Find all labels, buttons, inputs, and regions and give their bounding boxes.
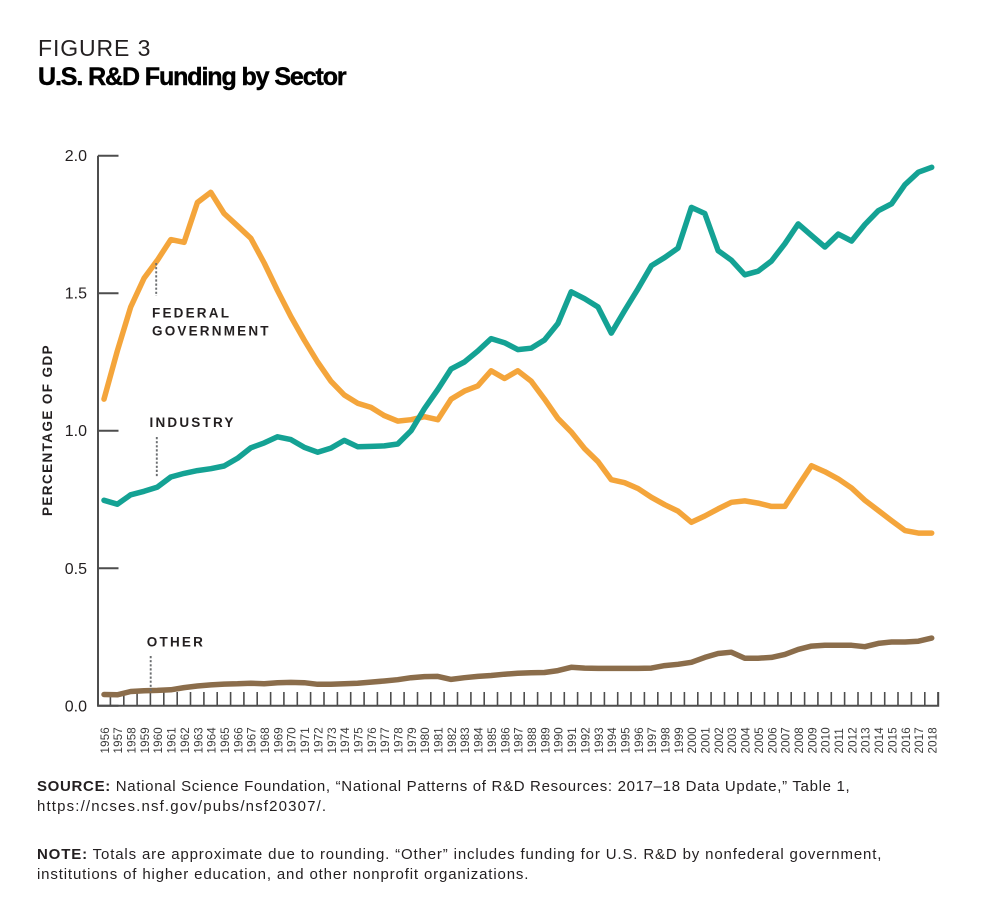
svg-text:1959: 1959	[140, 727, 152, 753]
svg-text:1984: 1984	[474, 727, 486, 754]
svg-text:1998: 1998	[661, 727, 673, 753]
svg-text:1.0: 1.0	[65, 423, 87, 440]
svg-text:1962: 1962	[180, 727, 192, 753]
svg-text:1968: 1968	[260, 727, 272, 753]
svg-text:2015: 2015	[887, 727, 899, 753]
svg-text:1999: 1999	[674, 727, 686, 753]
svg-text:OTHER: OTHER	[147, 635, 205, 650]
svg-text:1975: 1975	[353, 727, 365, 753]
svg-text:1982: 1982	[447, 727, 459, 753]
svg-text:1981: 1981	[434, 727, 446, 753]
svg-text:1967: 1967	[247, 727, 259, 753]
svg-text:2016: 2016	[901, 727, 913, 753]
svg-text:2018: 2018	[928, 727, 940, 753]
svg-text:1977: 1977	[380, 727, 392, 753]
svg-text:1961: 1961	[167, 727, 179, 753]
svg-text:FEDERAL: FEDERAL	[152, 306, 231, 321]
svg-text:1965: 1965	[220, 727, 232, 753]
svg-text:2001: 2001	[701, 727, 713, 753]
svg-text:2007: 2007	[781, 727, 793, 753]
svg-text:1956: 1956	[100, 727, 112, 753]
svg-text:1960: 1960	[153, 727, 165, 753]
svg-text:GOVERNMENT: GOVERNMENT	[152, 324, 271, 339]
svg-text:2008: 2008	[794, 727, 806, 753]
svg-text:1957: 1957	[113, 727, 125, 753]
svg-text:1996: 1996	[634, 727, 646, 753]
svg-text:1989: 1989	[540, 727, 552, 753]
svg-text:1990: 1990	[554, 727, 566, 753]
svg-text:1985: 1985	[487, 727, 499, 753]
svg-text:1988: 1988	[527, 727, 539, 753]
svg-text:1980: 1980	[420, 727, 432, 753]
svg-text:2000: 2000	[687, 727, 699, 753]
svg-text:1978: 1978	[394, 727, 406, 753]
svg-text:2009: 2009	[807, 727, 819, 753]
svg-text:1972: 1972	[313, 727, 325, 753]
svg-text:2006: 2006	[767, 727, 779, 753]
svg-text:1964: 1964	[207, 727, 219, 754]
svg-text:1976: 1976	[367, 727, 379, 753]
svg-text:2003: 2003	[727, 727, 739, 753]
svg-text:1997: 1997	[647, 727, 659, 753]
svg-text:2005: 2005	[754, 727, 766, 753]
svg-text:1986: 1986	[500, 727, 512, 753]
svg-text:INDUSTRY: INDUSTRY	[150, 415, 236, 430]
svg-text:1983: 1983	[460, 727, 472, 753]
svg-text:2004: 2004	[741, 727, 753, 754]
svg-text:2.0: 2.0	[65, 148, 87, 165]
svg-text:1970: 1970	[287, 727, 299, 753]
svg-text:1969: 1969	[273, 727, 285, 753]
svg-text:1958: 1958	[127, 727, 139, 753]
svg-text:1993: 1993	[594, 727, 606, 753]
svg-text:2011: 2011	[834, 728, 846, 754]
svg-text:1966: 1966	[233, 727, 245, 753]
svg-text:2013: 2013	[861, 727, 873, 753]
svg-text:0.5: 0.5	[65, 561, 87, 578]
svg-text:1994: 1994	[607, 727, 619, 754]
svg-text:2017: 2017	[914, 727, 926, 753]
svg-text:1.5: 1.5	[65, 286, 87, 303]
svg-text:1973: 1973	[327, 727, 339, 753]
svg-text:2002: 2002	[714, 727, 726, 753]
svg-text:2012: 2012	[847, 727, 859, 753]
svg-text:1991: 1991	[567, 727, 579, 753]
svg-text:1974: 1974	[340, 727, 352, 754]
svg-text:1987: 1987	[514, 727, 526, 753]
svg-text:1979: 1979	[407, 727, 419, 753]
svg-text:2010: 2010	[821, 727, 833, 753]
svg-text:1963: 1963	[193, 727, 205, 753]
svg-text:2014: 2014	[874, 727, 886, 754]
svg-text:1992: 1992	[580, 727, 592, 753]
svg-text:PERCENTAGE OF GDP: PERCENTAGE OF GDP	[40, 344, 55, 516]
svg-text:0.0: 0.0	[65, 698, 87, 715]
svg-text:1971: 1971	[300, 727, 312, 753]
svg-text:1995: 1995	[620, 727, 632, 753]
